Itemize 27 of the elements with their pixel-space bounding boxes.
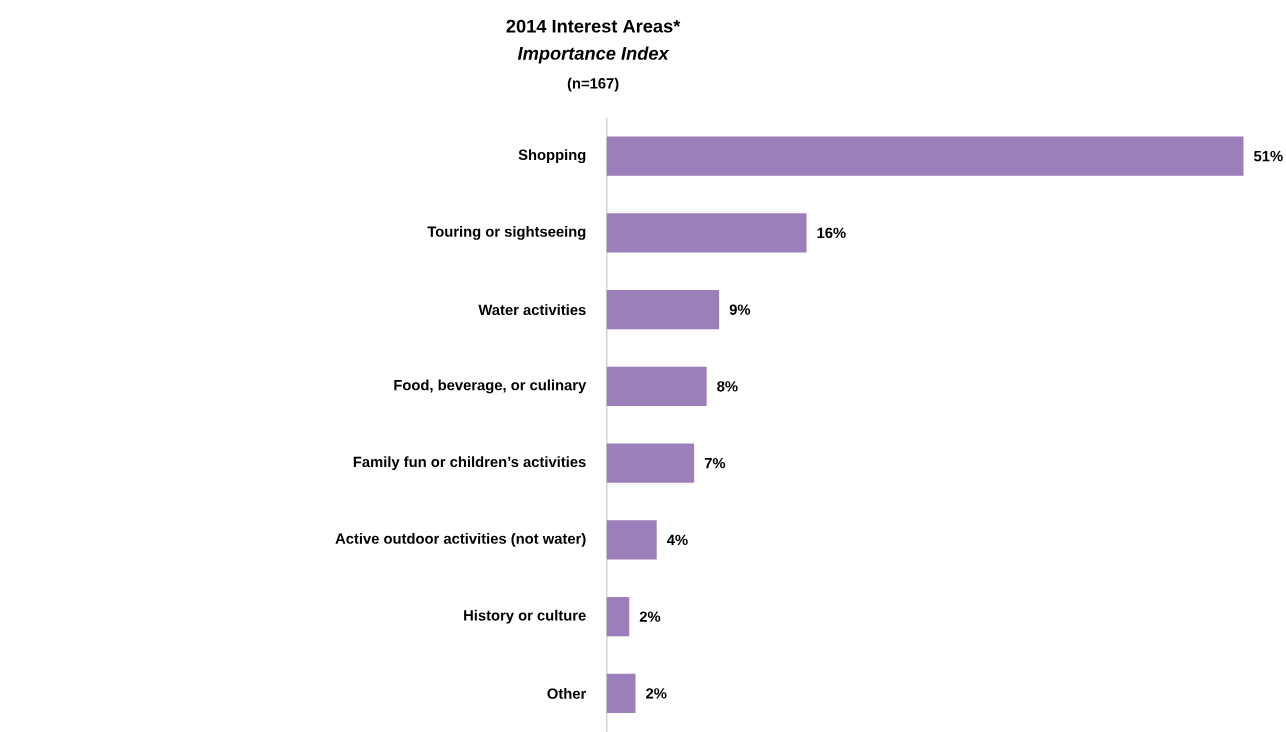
bar [606,289,720,330]
y-tick-label: Other [547,687,587,699]
data-label: 16% [817,227,846,239]
data-label: 2% [639,611,661,622]
bar [606,136,1244,176]
data-label: 2% [646,688,667,699]
bar [606,366,707,406]
y-tick-label: Water activities [478,304,586,315]
chart-subtitle: Importance Index [517,46,670,64]
text: (n=167) [567,77,619,92]
y-tick-label: Active outdoor activities (not water) [335,532,586,547]
data-label: 8% [717,381,738,392]
data-label: 9% [729,304,751,315]
y-tick-label: Family fun or children’s activities [353,456,586,470]
y-tick-label: Food, beverage, or culinary [394,379,587,394]
chart-title: 2014 Interest Areas* [506,19,681,33]
bar [606,443,695,483]
y-tick-label: History or culture [464,609,586,624]
bar [606,213,807,253]
data-label: 4% [666,534,688,545]
y-tick-label: Touring or sightseeing [427,225,586,240]
data-label: 7% [704,457,726,469]
data-label: 51% [1253,150,1283,162]
bar [606,673,636,713]
bar [606,596,630,637]
bar [606,520,657,560]
y-tick-label: Shopping [518,149,586,163]
